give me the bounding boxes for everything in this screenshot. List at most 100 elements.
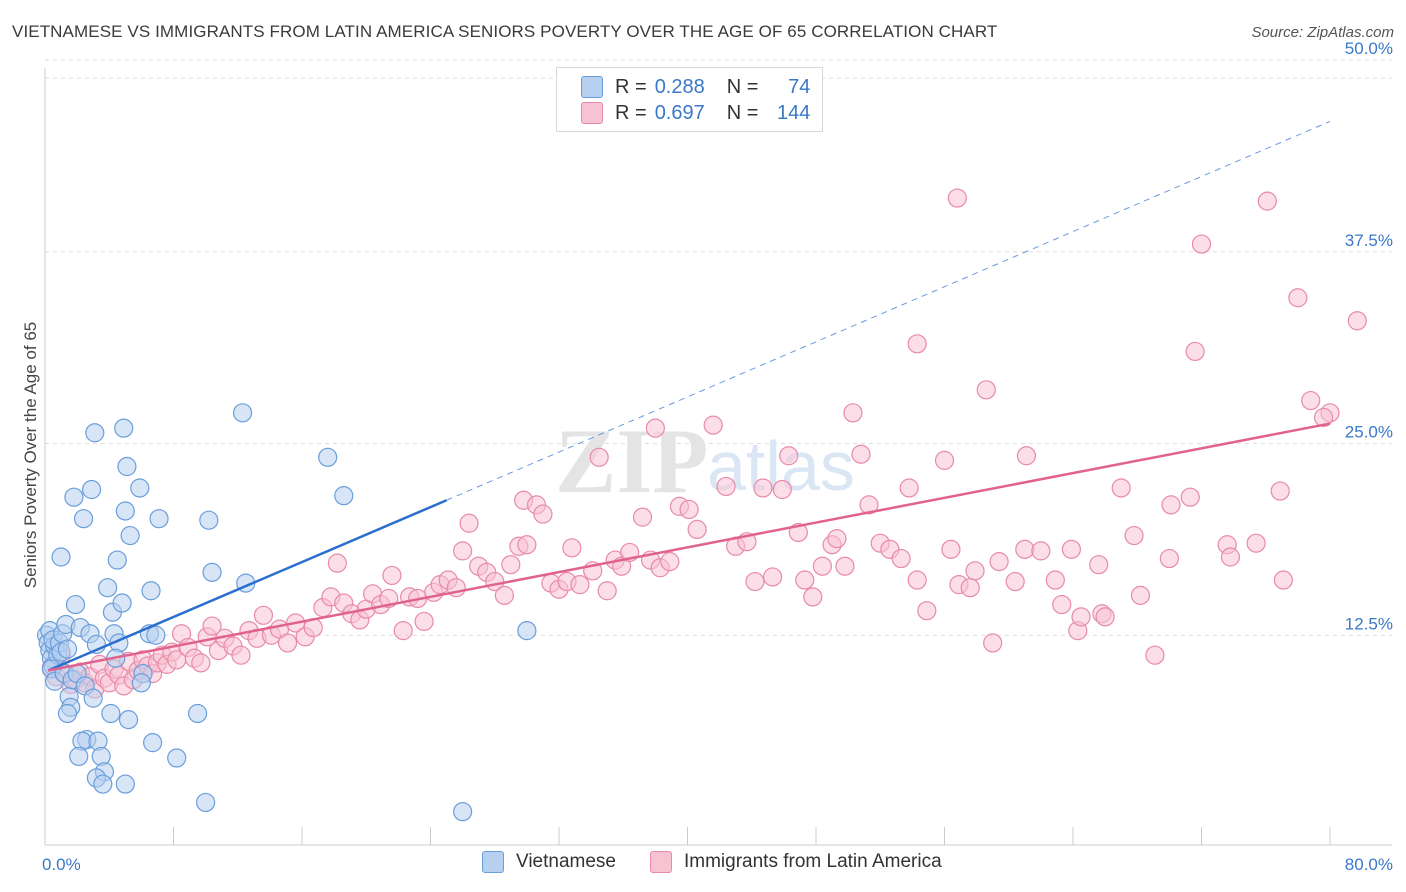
data-point-latin-america — [779, 446, 799, 466]
data-point-vietnamese — [202, 562, 222, 582]
data-point-latin-america — [1111, 478, 1131, 498]
data-point-latin-america — [1288, 288, 1308, 308]
data-point-latin-america — [1180, 487, 1200, 507]
data-point-vietnamese — [131, 673, 151, 693]
data-point-latin-america — [989, 552, 1009, 572]
data-point-latin-america — [795, 570, 815, 590]
data-point-latin-america — [753, 478, 773, 498]
data-point-vietnamese — [83, 688, 103, 708]
legend-r-label: R = — [615, 75, 647, 98]
data-point-vietnamese — [73, 509, 94, 529]
data-point-latin-america — [687, 519, 707, 540]
data-point-vietnamese — [115, 501, 135, 521]
data-point-latin-america — [660, 552, 680, 572]
data-point-vietnamese — [57, 639, 78, 659]
data-point-latin-america — [494, 585, 514, 605]
data-point-latin-america — [1273, 570, 1294, 590]
data-point-vietnamese — [51, 547, 71, 567]
data-point-vietnamese — [196, 792, 216, 813]
legend-n-value: 144 — [777, 101, 811, 124]
data-point-latin-america — [907, 334, 927, 354]
data-point-latin-america — [851, 444, 871, 464]
legend-r-label: R = — [615, 101, 647, 124]
data-point-latin-america — [1130, 585, 1151, 605]
data-point-latin-america — [1257, 191, 1277, 211]
legend-r-value: 0.697 — [654, 101, 705, 124]
y-tick-label: 50.0% — [1345, 39, 1393, 58]
legend-n-label: N = — [726, 101, 759, 124]
legend-n-value: 74 — [788, 75, 811, 98]
data-point-latin-america — [843, 403, 863, 423]
legend-r-value: 0.288 — [654, 75, 705, 98]
data-point-latin-america — [907, 570, 927, 590]
data-point-latin-america — [597, 581, 617, 601]
data-point-vietnamese — [318, 447, 338, 467]
legend-label-vietnamese: Vietnamese — [516, 851, 616, 872]
data-point-vietnamese — [107, 550, 127, 570]
data-point-vietnamese — [93, 774, 113, 794]
data-point-latin-america — [632, 507, 653, 527]
data-point-vietnamese — [130, 478, 150, 498]
data-point-vietnamese — [167, 748, 187, 768]
legend-n-label: N = — [726, 75, 759, 98]
data-point-latin-america — [1270, 481, 1290, 501]
data-point-latin-america — [231, 645, 251, 665]
data-point-latin-america — [1016, 446, 1037, 466]
data-point-latin-america — [414, 611, 434, 632]
data-point-latin-america — [1071, 607, 1091, 627]
data-point-latin-america — [899, 478, 919, 498]
data-point-latin-america — [1313, 407, 1334, 428]
data-point-latin-america — [1124, 525, 1144, 546]
data-point-latin-america — [1089, 555, 1109, 575]
data-point-latin-america — [253, 605, 274, 625]
legend-item-latin-america[interactable]: Immigrants from Latin America — [650, 851, 942, 873]
data-point-vietnamese — [98, 578, 118, 598]
data-point-latin-america — [570, 575, 590, 595]
data-point-vietnamese — [65, 594, 86, 615]
data-point-latin-america — [1005, 571, 1025, 592]
data-point-vietnamese — [115, 774, 135, 794]
data-point-latin-america — [941, 539, 961, 559]
data-point-latin-america — [1145, 645, 1165, 665]
data-point-latin-america — [891, 548, 911, 569]
data-point-latin-america — [835, 556, 855, 576]
data-point-vietnamese — [81, 479, 102, 500]
x-tick-label: 0.0% — [42, 855, 81, 874]
data-point-latin-america — [533, 504, 553, 524]
data-point-latin-america — [763, 567, 783, 587]
bottom-legend: Vietnamese Immigrants from Latin America — [0, 851, 1406, 879]
chart-title: VIETNAMESE VS IMMIGRANTS FROM LATIN AMER… — [12, 22, 998, 41]
data-point-latin-america — [1052, 594, 1072, 615]
legend-label-latin-america: Immigrants from Latin America — [684, 851, 942, 872]
y-tick-label: 37.5% — [1345, 231, 1393, 250]
trend-line-latin-america — [47, 422, 1331, 672]
tick-labels: 12.5% 25.0% 37.5% 50.0% 0.0% 80.0% — [42, 39, 1393, 874]
data-point-latin-america — [202, 616, 222, 636]
data-point-vietnamese — [187, 703, 208, 724]
data-point-vietnamese — [146, 625, 166, 645]
data-point-vietnamese — [69, 746, 89, 767]
data-point-vietnamese — [101, 703, 121, 724]
legend-row-vietnamese: R = 0.288 N = 74 — [581, 75, 810, 99]
data-point-latin-america — [1246, 533, 1266, 553]
trend-line-vietnamese — [47, 499, 448, 672]
legend-item-vietnamese[interactable]: Vietnamese — [482, 851, 616, 873]
data-point-latin-america — [1161, 495, 1181, 515]
data-point-latin-america — [562, 538, 582, 558]
data-point-latin-america — [716, 476, 736, 497]
data-point-latin-america — [976, 380, 996, 400]
data-point-latin-america — [1185, 341, 1205, 362]
y-tick-label: 12.5% — [1345, 614, 1393, 633]
data-point-latin-america — [812, 556, 833, 576]
axis-layer — [44, 68, 1392, 846]
series-vietnamese — [37, 403, 537, 822]
source-label: Source: ZipAtlas.com — [1251, 24, 1394, 41]
data-point-latin-america — [1061, 539, 1081, 559]
data-point-latin-america — [517, 535, 537, 555]
data-point-latin-america — [827, 529, 847, 549]
data-point-latin-america — [859, 495, 879, 515]
data-point-latin-america — [679, 499, 699, 520]
data-point-latin-america — [382, 565, 402, 586]
data-point-latin-america — [453, 541, 473, 561]
